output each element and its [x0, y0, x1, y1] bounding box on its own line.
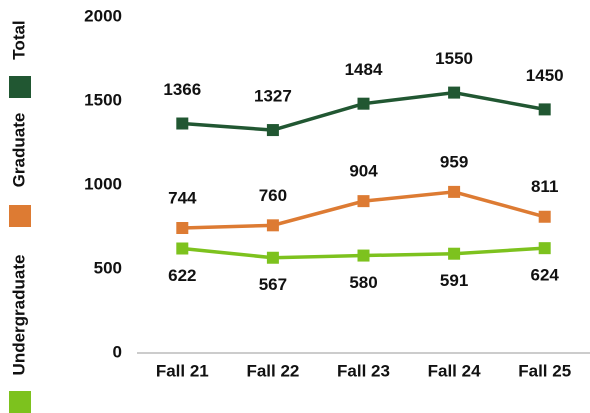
legend-swatch: [9, 391, 31, 413]
y-tick-label: 0: [113, 342, 122, 361]
y-tick-label: 1000: [84, 174, 122, 193]
marker: [538, 103, 551, 116]
data-label: 811: [531, 177, 558, 196]
marker: [448, 185, 461, 198]
legend-label: Total: [9, 20, 28, 59]
x-tick-label: Fall 25: [518, 361, 571, 380]
marker: [176, 222, 189, 235]
marker: [448, 247, 461, 260]
data-label: 1327: [254, 87, 292, 106]
marker: [357, 97, 370, 110]
y-tick-label: 1500: [84, 90, 122, 109]
data-label: 622: [168, 266, 196, 285]
data-label: 744: [168, 188, 197, 207]
data-label: 1550: [435, 49, 473, 68]
marker: [538, 210, 551, 223]
marker: [176, 242, 189, 255]
y-tick-label: 500: [94, 258, 122, 277]
legend-label: Undergraduate: [9, 255, 28, 376]
marker: [266, 251, 279, 264]
data-label: 1366: [163, 80, 201, 99]
data-label: 1484: [345, 60, 383, 79]
y-tick-label: 2000: [84, 6, 122, 25]
marker: [266, 124, 279, 137]
data-label: 624: [531, 266, 560, 285]
data-label: 580: [349, 273, 377, 292]
legend-label: Graduate: [9, 113, 28, 188]
marker: [448, 86, 461, 99]
legend-swatch: [9, 205, 31, 227]
marker: [357, 249, 370, 262]
x-tick-label: Fall 23: [337, 361, 390, 380]
data-label: 1450: [526, 66, 564, 85]
data-label: 567: [259, 275, 287, 294]
marker: [266, 219, 279, 232]
legend-swatch: [9, 76, 31, 98]
marker: [176, 117, 189, 130]
x-tick-label: Fall 24: [428, 361, 481, 380]
marker: [357, 195, 370, 208]
x-tick-label: Fall 21: [156, 361, 209, 380]
data-label: 591: [440, 271, 468, 290]
data-label: 760: [259, 186, 287, 205]
data-label: 959: [440, 152, 468, 171]
data-label: 904: [349, 162, 378, 181]
x-tick-label: Fall 22: [246, 361, 299, 380]
marker: [538, 242, 551, 255]
